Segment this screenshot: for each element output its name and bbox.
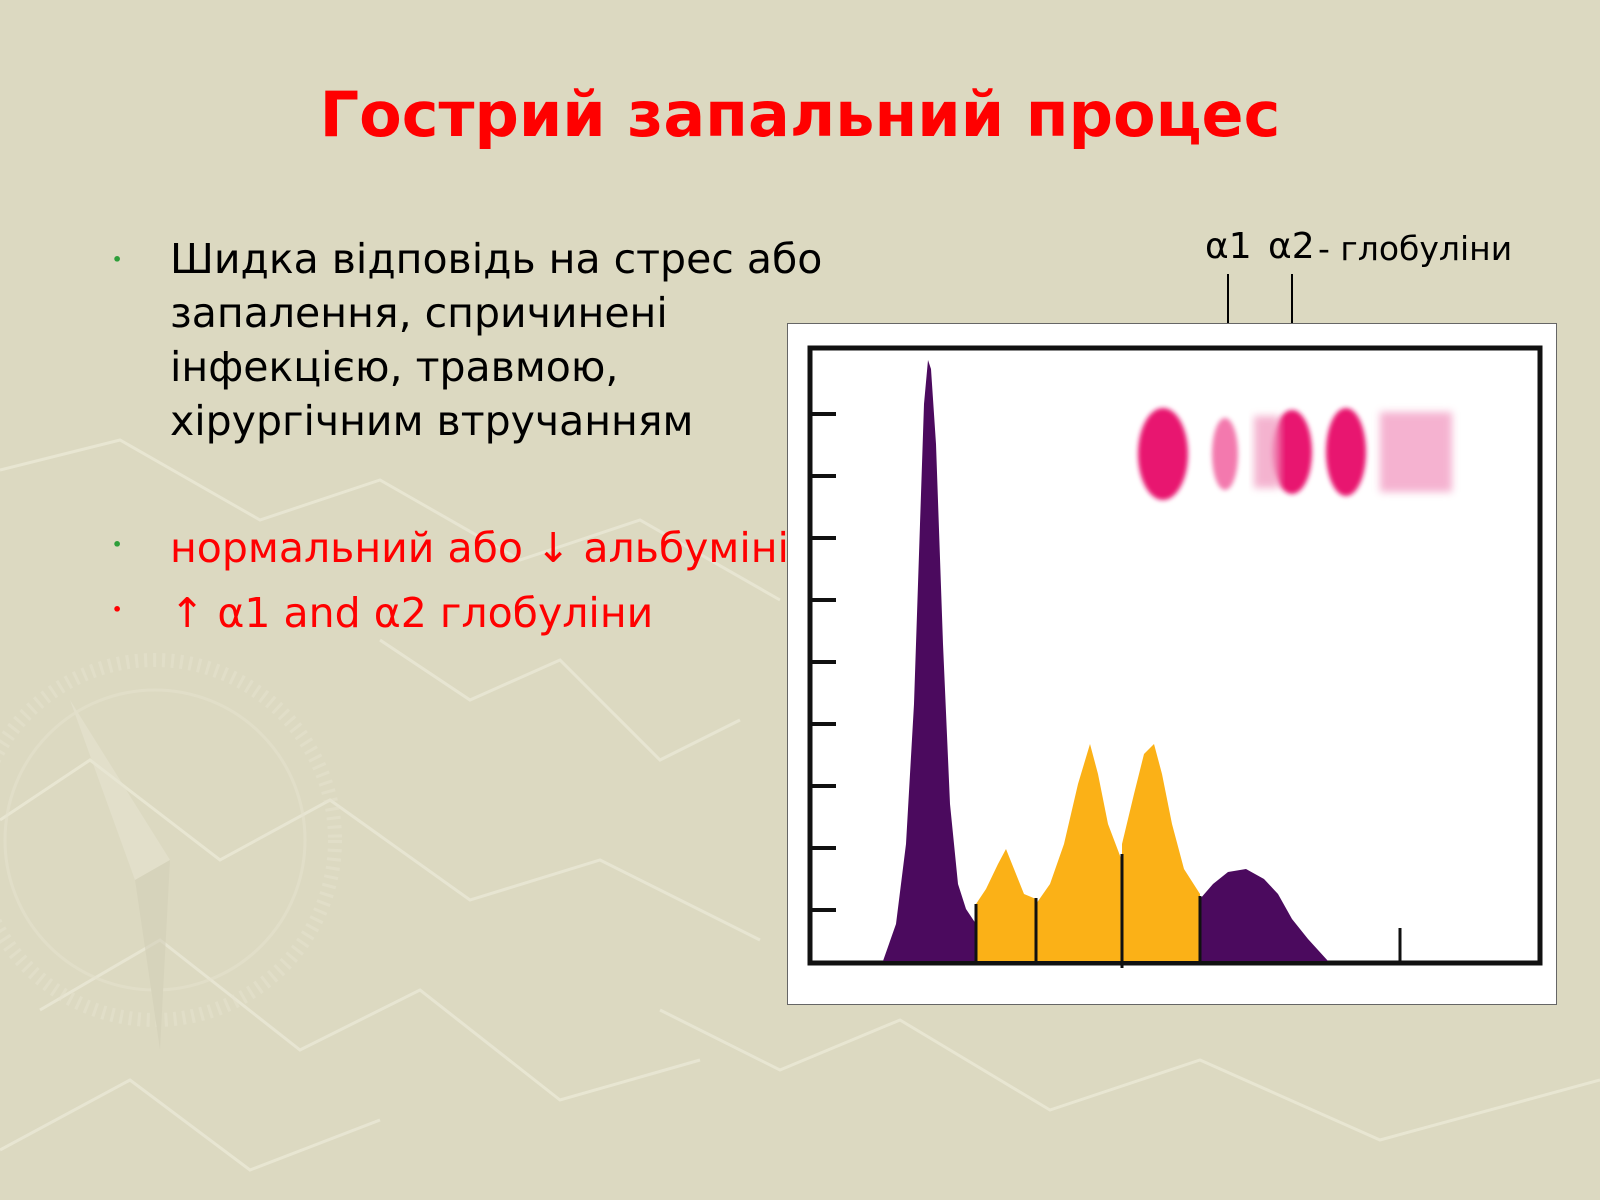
plot-frame [807, 345, 1543, 966]
albumin-peak [883, 360, 976, 961]
electrophoresis-figure [787, 323, 1557, 1005]
gamma-peak [1200, 869, 1328, 961]
gel-band-albumin [1138, 408, 1188, 500]
alpha1-peak [976, 849, 1036, 961]
electrophoresis-plot [807, 345, 1543, 968]
gel-band-alpha2-fringe [1254, 416, 1280, 488]
bullet-text: ↑ α1 and α2 глобуліни [170, 586, 653, 640]
globulins-label: - глобуліни [1318, 229, 1513, 268]
bullet-text: нормальний або ↓ альбумінів [170, 521, 813, 575]
bullet-line: Шидка відповідь на стрес або [170, 235, 823, 283]
bullet-dot-icon: • [112, 600, 123, 619]
bullet-line: нормальний або ↓ альбумінів [170, 524, 814, 572]
gel-strip [1138, 408, 1452, 500]
bullet-line: інфекцією, травмою, [170, 343, 619, 391]
bullet-line: ↑ α1 and α2 глобуліни [170, 589, 654, 637]
slide-title: Гострий запальний процес [319, 78, 1281, 151]
y-axis-ticks [810, 412, 836, 912]
gel-band-alpha1 [1212, 418, 1238, 490]
alpha2-peak [1036, 744, 1122, 961]
alpha1-label: α1 [1205, 226, 1252, 267]
alpha2-label: α2 [1268, 226, 1315, 267]
gel-band-gamma [1380, 412, 1452, 492]
bullet-text: Шидка відповідь на стрес або запалення, … [170, 232, 822, 448]
gel-band-alpha2 [1272, 410, 1312, 494]
bullet-dot-icon: • [112, 535, 123, 554]
gel-band-beta [1326, 408, 1366, 496]
fraction-separators [974, 854, 1402, 968]
bullet-line: хірургічним втручанням [170, 397, 694, 445]
bullet-line: запалення, спричинені [170, 289, 668, 337]
beta-peak [1122, 744, 1200, 961]
bullet-dot-icon: • [112, 250, 123, 269]
